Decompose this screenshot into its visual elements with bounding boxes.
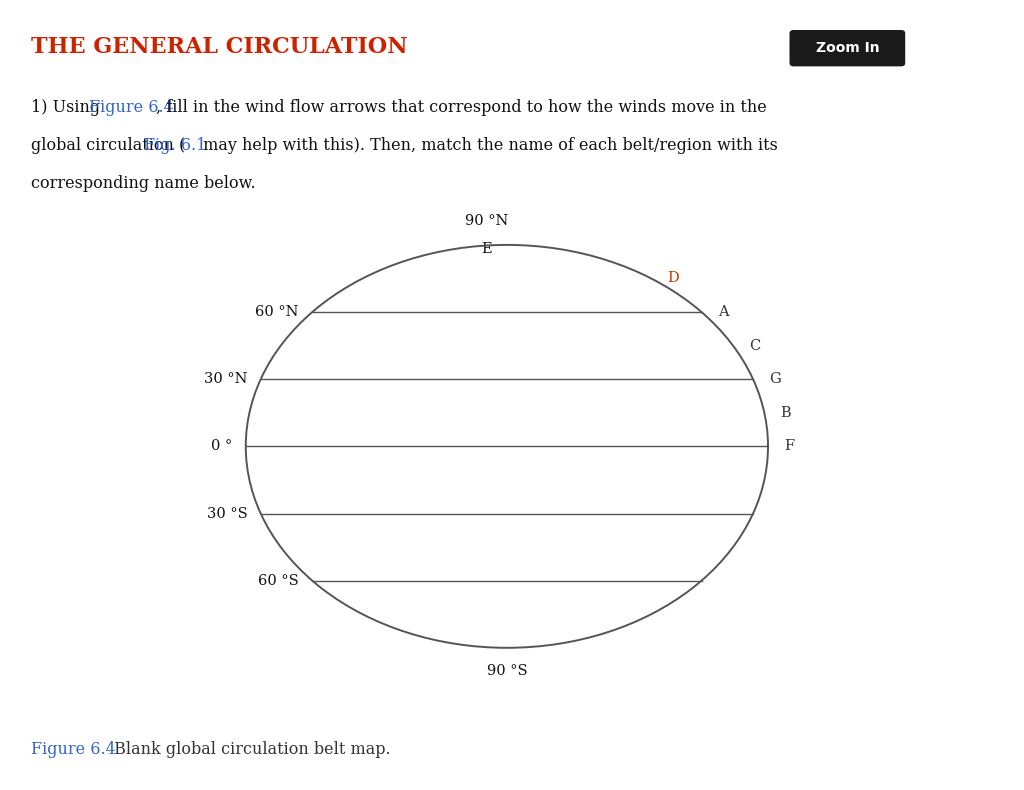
Text: may help with this). Then, match the name of each belt/region with its: may help with this). Then, match the nam… xyxy=(198,137,777,154)
Text: 90 °S: 90 °S xyxy=(486,664,527,678)
Text: Blank global circulation belt map.: Blank global circulation belt map. xyxy=(109,741,390,758)
Text: , fill in the wind flow arrows that correspond to how the winds move in the: , fill in the wind flow arrows that corr… xyxy=(156,99,766,116)
Text: 60 °S: 60 °S xyxy=(258,574,299,588)
Text: E: E xyxy=(481,242,492,256)
Text: THE GENERAL CIRCULATION: THE GENERAL CIRCULATION xyxy=(31,36,408,58)
Text: global circulation (: global circulation ( xyxy=(31,137,185,154)
Text: G: G xyxy=(769,372,781,386)
Text: D: D xyxy=(668,272,679,285)
Text: 60 °N: 60 °N xyxy=(255,305,299,319)
Text: Zoom In: Zoom In xyxy=(815,41,880,55)
Text: F: F xyxy=(784,439,795,453)
Text: 30 °S: 30 °S xyxy=(207,506,248,521)
Text: 30 °N: 30 °N xyxy=(204,372,248,386)
Text: Figure 6.4: Figure 6.4 xyxy=(31,741,116,758)
Text: corresponding name below.: corresponding name below. xyxy=(31,175,255,192)
Text: 1) Using: 1) Using xyxy=(31,99,105,116)
FancyBboxPatch shape xyxy=(790,30,905,66)
Text: 0 °: 0 ° xyxy=(211,439,232,453)
Text: Fig. 6.1: Fig. 6.1 xyxy=(144,137,207,154)
Text: B: B xyxy=(780,406,792,419)
Text: A: A xyxy=(718,305,728,319)
Text: 90 °N: 90 °N xyxy=(465,213,508,228)
Text: Figure 6.4: Figure 6.4 xyxy=(89,99,174,116)
Text: C: C xyxy=(750,339,761,352)
